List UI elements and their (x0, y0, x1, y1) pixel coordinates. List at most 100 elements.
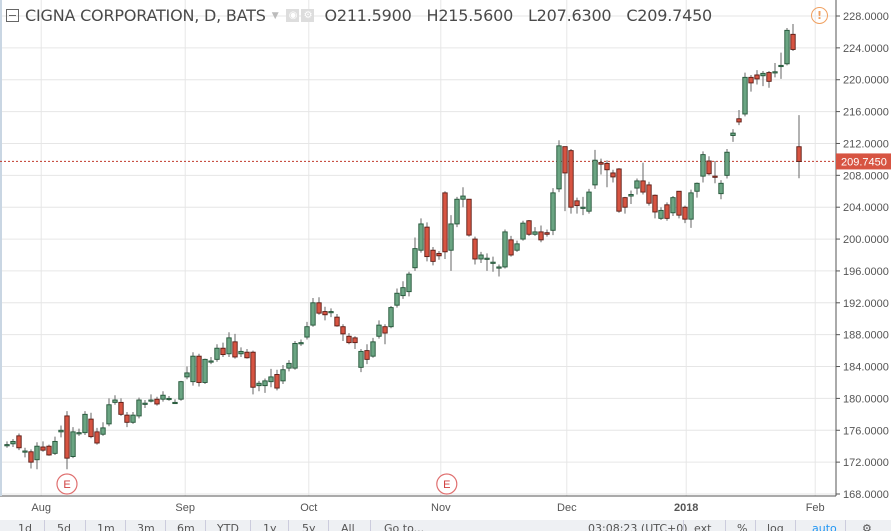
candle-body (682, 206, 688, 220)
candle (424, 222, 430, 262)
collapse-icon[interactable] (6, 9, 19, 22)
alert-icon[interactable]: ! (811, 7, 828, 24)
candle-body (184, 372, 190, 378)
candle (208, 356, 214, 365)
symbol-title[interactable]: CIGNA CORPORATION, D, BATS (25, 6, 266, 25)
candle (202, 358, 208, 385)
divider (795, 520, 796, 531)
candle (580, 196, 586, 216)
divider (205, 520, 206, 531)
candle (682, 205, 688, 224)
candle-body (268, 376, 274, 383)
candle (370, 337, 376, 358)
gear-icon[interactable]: ⚙ (301, 9, 315, 22)
log-toggle[interactable]: log (767, 522, 784, 531)
candle-body (190, 355, 196, 383)
candle (508, 235, 514, 257)
chevron-down-icon[interactable]: ▼ (271, 10, 279, 21)
candle (322, 306, 328, 321)
candle (418, 218, 424, 253)
ext-toggle[interactable]: ext (694, 522, 712, 531)
candle (652, 194, 658, 219)
range-5d[interactable]: 5d (57, 522, 71, 531)
y-tick-label: 192.0000 (843, 298, 889, 310)
divider (683, 520, 684, 531)
candle (52, 436, 58, 455)
candle-body (418, 223, 424, 251)
candle-body (100, 427, 106, 435)
percent-toggle[interactable]: % (737, 522, 748, 531)
range-1m[interactable]: 1m (97, 522, 115, 531)
candle-body (328, 311, 334, 314)
candle (316, 297, 322, 315)
bottom-toolbar: 1d 5d 1m 3m 6m YTD 1y 5y All Go to... 03… (0, 520, 891, 531)
candle-body (340, 326, 346, 335)
y-tick-label: 188.0000 (843, 330, 889, 342)
candle-body (628, 194, 634, 197)
candle (640, 162, 646, 195)
candle (160, 391, 166, 402)
candle-body (10, 440, 16, 445)
range-all[interactable]: All (341, 522, 355, 531)
candle (34, 442, 40, 470)
candle (550, 188, 556, 236)
candle-body (712, 175, 718, 178)
earnings-marker[interactable] (56, 473, 78, 495)
candle-body (292, 342, 298, 369)
price-chart[interactable]: 168.0000 172.0000 176.0000 180.0000 184.0000… (0, 0, 891, 520)
candle-body (742, 76, 748, 115)
candle (196, 353, 202, 387)
candle (718, 180, 724, 200)
candle-body (412, 248, 418, 269)
candle (382, 324, 388, 345)
candle (514, 240, 520, 252)
candle-body (256, 382, 262, 387)
candle (544, 229, 550, 237)
candle (604, 160, 610, 188)
candle-body (4, 444, 10, 447)
earnings-marker[interactable] (436, 473, 458, 495)
clock-time[interactable]: 03:08:23 (UTC+0) (588, 522, 688, 531)
range-ytd[interactable]: YTD (217, 522, 239, 531)
candle (112, 395, 118, 405)
candle (22, 447, 28, 458)
candle-body (508, 239, 514, 256)
candle (586, 188, 592, 214)
eye-icon[interactable]: ◉ (286, 9, 300, 22)
candle (736, 110, 742, 126)
divider (755, 520, 756, 531)
candle (40, 441, 46, 452)
candle-body (466, 198, 472, 236)
candle-body (310, 302, 316, 326)
candle (598, 158, 604, 175)
candle (94, 427, 100, 445)
range-1y[interactable]: 1y (263, 522, 277, 531)
candle (172, 399, 178, 405)
candle (700, 151, 706, 183)
candle (274, 369, 280, 391)
candle-body (136, 399, 142, 417)
range-5y[interactable]: 5y (302, 522, 316, 531)
candle (772, 63, 778, 78)
range-6m[interactable]: 6m (177, 522, 195, 531)
candle (388, 305, 394, 329)
chart-legend: CIGNA CORPORATION, D, BATS ▼ ◉ ⚙ O211.59… (6, 6, 722, 25)
candle-body (262, 380, 268, 387)
goto-button[interactable]: Go to... (384, 522, 425, 531)
candle (562, 146, 568, 212)
candle-body (370, 341, 376, 357)
range-3m[interactable]: 3m (137, 522, 155, 531)
candle-body (64, 415, 70, 459)
x-tick-label: Nov (431, 502, 451, 514)
candle-body (562, 146, 568, 174)
candle (106, 398, 112, 427)
candle-body (784, 29, 790, 65)
candle (310, 298, 316, 327)
candle (712, 160, 718, 184)
y-tick-label: 220.0000 (843, 75, 889, 87)
gear-icon[interactable]: ⚙ (862, 522, 872, 531)
y-tick-label: 184.0000 (843, 362, 889, 374)
auto-toggle[interactable]: auto (812, 522, 837, 531)
candle-body (706, 160, 712, 175)
range-1d[interactable]: 1d (18, 522, 32, 531)
